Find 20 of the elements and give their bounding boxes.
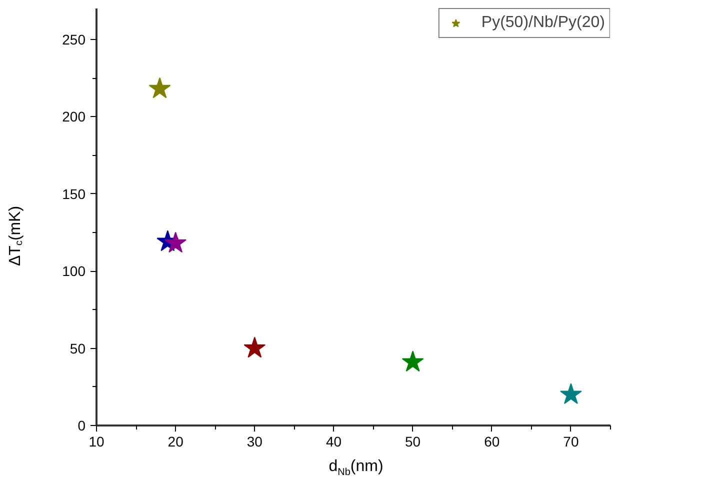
y-tick-label: 150 bbox=[62, 186, 86, 202]
x-tick-label: 60 bbox=[484, 434, 500, 450]
y-tick-label: 250 bbox=[62, 31, 86, 48]
y-tick-label: 50 bbox=[70, 340, 86, 356]
y-tick-label: 100 bbox=[62, 263, 86, 280]
x-tick-label: 20 bbox=[168, 434, 184, 450]
x-tick-label: 30 bbox=[246, 434, 263, 450]
y-tick-label: 200 bbox=[62, 108, 86, 125]
x-tick-label: 10 bbox=[88, 434, 104, 450]
point bbox=[244, 336, 266, 358]
point bbox=[164, 232, 187, 253]
y-tick-label: 0 bbox=[78, 418, 86, 434]
point bbox=[402, 350, 424, 372]
x-axis-title: d$_{Nb}$(nm) bbox=[328, 457, 384, 480]
point bbox=[560, 383, 582, 404]
x-tick-label: 50 bbox=[405, 434, 421, 450]
legend-label: Py(50)/Nb/Py(20) bbox=[481, 14, 605, 32]
x-tick-label: 40 bbox=[326, 434, 342, 450]
point bbox=[148, 77, 171, 98]
x-tick-label: 70 bbox=[563, 434, 579, 450]
